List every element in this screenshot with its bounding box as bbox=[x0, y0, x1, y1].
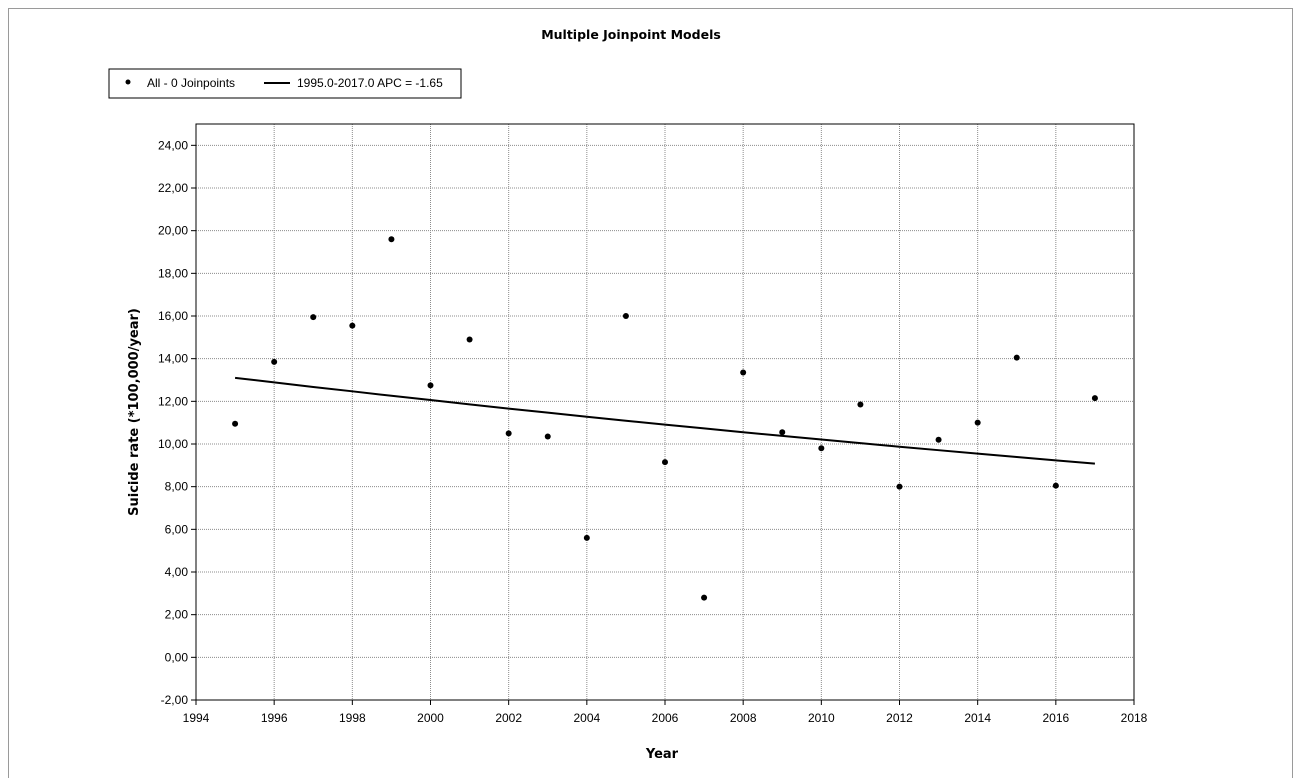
data-point bbox=[662, 459, 668, 466]
y-tick-label: 18,00 bbox=[158, 266, 188, 280]
data-point bbox=[232, 420, 239, 427]
data-point bbox=[505, 430, 512, 437]
y-tick-label: 6,00 bbox=[165, 522, 189, 536]
y-tick-label: 2,00 bbox=[165, 608, 189, 622]
chart-frame bbox=[8, 8, 1293, 778]
x-tick-label: 2016 bbox=[1042, 711, 1069, 725]
x-axis-ticks: 1994 1996 1998 2000 2002 2004 2006 2008 2010 2012… bbox=[183, 700, 1148, 725]
x-tick-label: 2012 bbox=[886, 711, 913, 725]
y-tick-label: 0,00 bbox=[165, 650, 189, 664]
data-point bbox=[779, 429, 786, 436]
y-tick-label: 4,00 bbox=[165, 565, 189, 579]
data-point bbox=[271, 358, 278, 365]
data-point bbox=[1013, 354, 1020, 361]
x-tick-label: 1994 bbox=[183, 711, 210, 725]
y-axis-title: Suicide rate (*100,000/year) bbox=[127, 308, 142, 516]
x-tick-label: 2018 bbox=[1121, 711, 1148, 725]
y-tick-label: 10,00 bbox=[158, 437, 188, 451]
y-tick-label: 20,00 bbox=[158, 224, 188, 238]
data-point bbox=[349, 322, 356, 329]
data-point bbox=[583, 534, 590, 541]
data-point bbox=[740, 369, 747, 376]
data-point bbox=[701, 594, 708, 601]
fitted-trend-line bbox=[234, 376, 1095, 465]
y-tick-label: 22,00 bbox=[158, 181, 188, 195]
x-tick-label: 2002 bbox=[495, 711, 522, 725]
y-tick-label: 16,00 bbox=[158, 309, 188, 323]
data-point bbox=[310, 314, 317, 321]
grid bbox=[195, 124, 1135, 701]
data-points-series bbox=[232, 236, 1098, 601]
y-tick-label: 14,00 bbox=[158, 352, 188, 366]
x-tick-label: 2004 bbox=[573, 711, 600, 725]
x-tick-label: 2008 bbox=[730, 711, 757, 725]
data-point bbox=[466, 336, 473, 343]
data-point bbox=[1091, 395, 1098, 402]
legend-label-points: All - 0 Joinpoints bbox=[147, 76, 235, 90]
fitted-line-series bbox=[234, 376, 1095, 465]
x-tick-label: 2014 bbox=[964, 711, 991, 725]
chart-title: Multiple Joinpoint Models bbox=[541, 27, 721, 42]
data-point bbox=[622, 313, 629, 319]
y-tick-label: 24,00 bbox=[158, 138, 188, 152]
y-axis-ticks: -2,00 0,00 2,00 4,00 6,00 8,00 10,00 12,00 14,00… bbox=[158, 138, 196, 707]
legend: All - 0 Joinpoints 1995.0-2017.0 APC = -… bbox=[108, 68, 462, 99]
x-tick-label: 1998 bbox=[339, 711, 366, 725]
data-point bbox=[388, 236, 395, 243]
data-point bbox=[857, 401, 864, 408]
y-tick-label: 12,00 bbox=[158, 394, 188, 408]
data-point bbox=[896, 483, 903, 490]
data-point bbox=[974, 419, 981, 426]
legend-label-line: 1995.0-2017.0 APC = -1.65 bbox=[297, 76, 443, 90]
y-tick-label: -2,00 bbox=[161, 693, 189, 707]
legend-marker-points bbox=[125, 79, 131, 85]
data-point bbox=[1052, 482, 1059, 489]
data-point bbox=[818, 445, 825, 452]
x-tick-label: 2006 bbox=[652, 711, 679, 725]
x-axis-title: Year bbox=[645, 747, 679, 762]
data-point bbox=[544, 433, 551, 440]
x-tick-label: 2010 bbox=[808, 711, 835, 725]
x-tick-label: 2000 bbox=[417, 711, 444, 725]
x-tick-label: 1996 bbox=[261, 711, 288, 725]
data-point bbox=[935, 436, 942, 443]
data-point bbox=[427, 382, 434, 389]
y-tick-label: 8,00 bbox=[165, 480, 189, 494]
